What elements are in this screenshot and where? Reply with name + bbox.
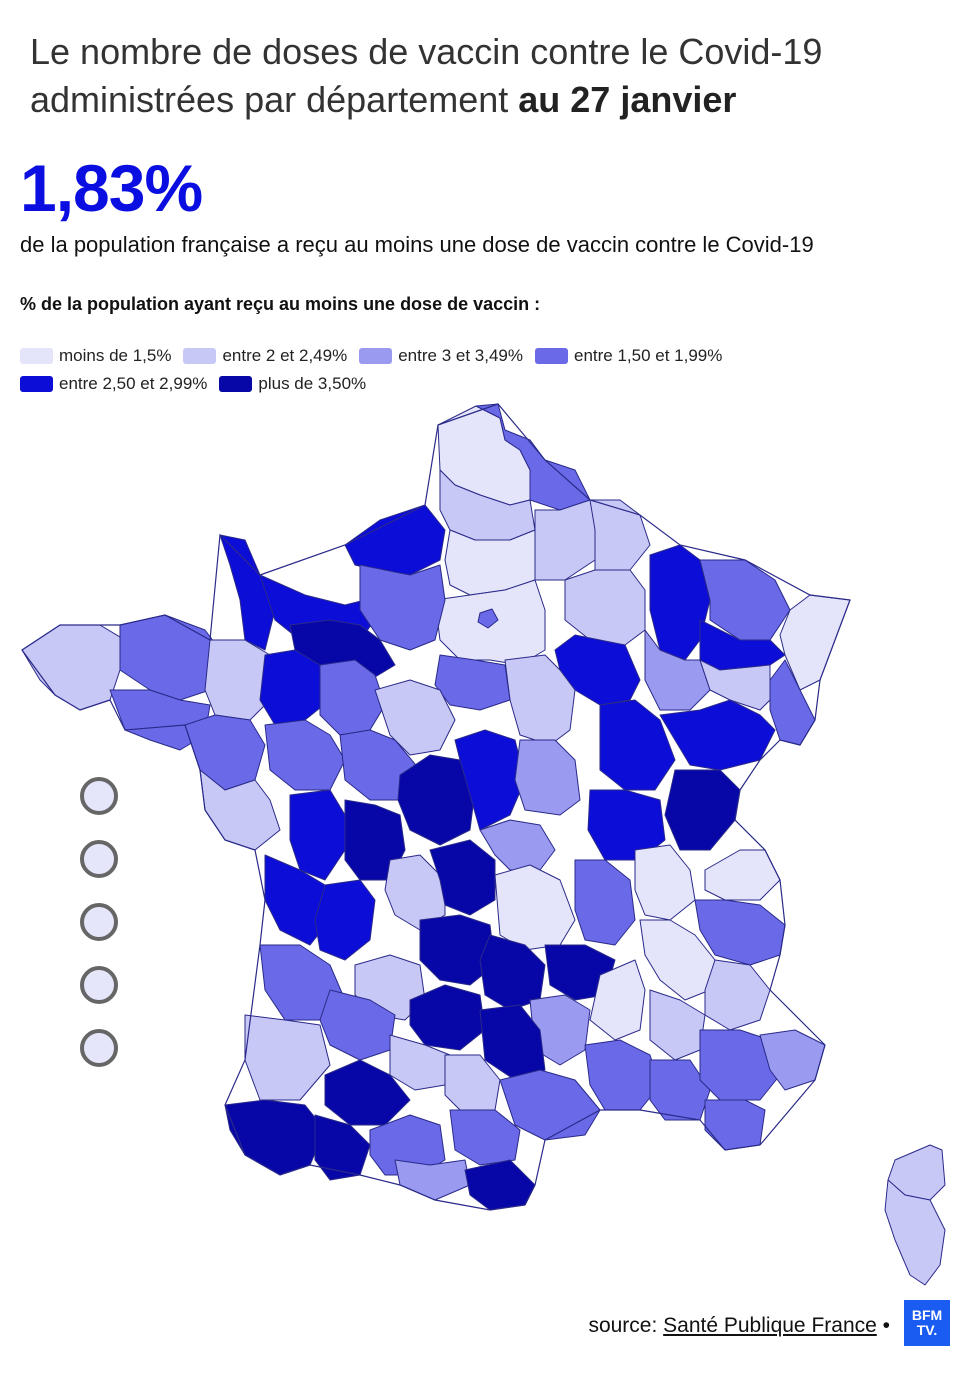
legend-swatch	[183, 348, 217, 364]
legend-swatch	[219, 376, 253, 392]
france-department-map	[21, 403, 946, 1286]
legend-item[interactable]: entre 1,50 et 1,99%	[534, 346, 723, 366]
legend-item[interactable]: entre 2 et 2,49%	[183, 346, 347, 366]
headline-stat: 1,83%	[20, 151, 203, 225]
department-region[interactable]	[224, 1099, 326, 1176]
title-regular: Le nombre de doses de vaccin contre le C…	[30, 31, 823, 120]
coastline	[21, 403, 851, 1211]
departments	[21, 403, 946, 1286]
department-region[interactable]	[704, 849, 781, 901]
department-region[interactable]	[397, 754, 476, 846]
legend-item[interactable]: moins de 1,5%	[20, 346, 171, 366]
department-region[interactable]	[664, 769, 741, 851]
zoom-level-button[interactable]	[80, 903, 118, 941]
legend-label: moins de 1,5%	[59, 346, 172, 365]
department-region[interactable]	[599, 699, 676, 791]
department-region[interactable]	[374, 679, 456, 756]
source-suffix: •	[882, 1314, 890, 1337]
legend-item[interactable]: entre 3 et 3,49%	[359, 346, 523, 366]
logo-text-2: TV.	[916, 1322, 938, 1338]
department-region[interactable]	[699, 659, 771, 711]
department-region[interactable]	[359, 564, 446, 651]
legend-label: entre 2 et 2,49%	[222, 346, 348, 365]
department-region[interactable]	[289, 789, 346, 881]
department-region[interactable]	[634, 844, 696, 921]
legend-item[interactable]: entre 2,50 et 2,99%	[20, 374, 207, 394]
bfmtv-logo: BFM TV.	[904, 1300, 950, 1346]
department-region[interactable]	[589, 499, 651, 571]
department-region[interactable]	[319, 659, 386, 736]
department-region[interactable]	[394, 1159, 471, 1201]
source-line: source: Santé Publique France •	[588, 1314, 890, 1338]
department-region[interactable]	[244, 1014, 331, 1101]
department-region[interactable]	[699, 1029, 781, 1101]
department-region[interactable]	[479, 1004, 546, 1081]
department-region[interactable]	[464, 1159, 536, 1211]
department-region[interactable]	[429, 839, 496, 916]
department-region[interactable]	[204, 639, 271, 721]
department-region[interactable]	[499, 1069, 601, 1141]
department-region[interactable]	[534, 499, 601, 581]
legend-swatch	[20, 348, 53, 364]
legend-row-1: moins de 1,5% entre 2 et 2,49% entre 3 e…	[20, 342, 920, 370]
department-region[interactable]	[479, 934, 546, 1011]
source-prefix: source:	[588, 1314, 658, 1337]
department-region[interactable]	[704, 1099, 766, 1151]
title-bold: au 27 janvier	[518, 79, 737, 120]
department-region[interactable]	[589, 959, 646, 1041]
department-region[interactable]	[884, 1179, 946, 1286]
legend-label: entre 3 et 3,49%	[398, 346, 523, 365]
zoom-level-button[interactable]	[80, 777, 118, 815]
department-region[interactable]	[324, 1059, 411, 1126]
legend-swatch	[534, 348, 568, 364]
zoom-level-button[interactable]	[80, 1029, 118, 1067]
logo-text-1: BFM	[911, 1307, 943, 1323]
department-region[interactable]	[574, 859, 636, 946]
headline-description: de la population française a reçu au moi…	[20, 232, 814, 257]
department-region[interactable]	[454, 729, 526, 831]
legend-swatch	[20, 376, 53, 392]
department-region[interactable]	[449, 1109, 521, 1166]
legend-label: plus de 3,50%	[258, 374, 367, 393]
department-region[interactable]	[704, 959, 771, 1031]
legend-title: % de la population ayant reçu au moins u…	[20, 294, 541, 314]
zoom-level-button[interactable]	[80, 840, 118, 878]
department-region[interactable]	[477, 608, 499, 629]
department-region[interactable]	[659, 699, 776, 771]
department-region[interactable]	[409, 984, 486, 1051]
legend-label: entre 1,50 et 1,99%	[573, 346, 723, 365]
department-region[interactable]	[319, 989, 396, 1061]
department-region[interactable]	[564, 569, 646, 646]
department-region[interactable]	[434, 654, 511, 711]
source-link[interactable]: Santé Publique France	[663, 1314, 877, 1337]
department-region[interactable]	[314, 879, 376, 961]
department-region[interactable]	[184, 714, 266, 791]
department-region[interactable]	[21, 624, 126, 711]
legend: moins de 1,5% entre 2 et 2,49% entre 3 e…	[20, 342, 920, 398]
legend-row-2: entre 2,50 et 2,99% plus de 3,50%	[20, 370, 920, 398]
chart-title: Le nombre de doses de vaccin contre le C…	[30, 28, 950, 124]
department-region[interactable]	[649, 989, 706, 1061]
department-region[interactable]	[219, 534, 276, 651]
legend-item[interactable]: plus de 3,50%	[219, 374, 366, 394]
legend-label: entre 2,50 et 2,99%	[59, 374, 208, 393]
department-region[interactable]	[584, 1039, 661, 1111]
zoom-level-button[interactable]	[80, 966, 118, 1004]
department-region[interactable]	[259, 649, 331, 726]
legend-swatch	[359, 348, 393, 364]
department-region[interactable]	[264, 719, 346, 791]
department-region[interactable]	[504, 654, 576, 746]
department-region[interactable]	[479, 819, 556, 871]
department-region[interactable]	[514, 739, 581, 816]
department-region[interactable]	[494, 864, 576, 951]
